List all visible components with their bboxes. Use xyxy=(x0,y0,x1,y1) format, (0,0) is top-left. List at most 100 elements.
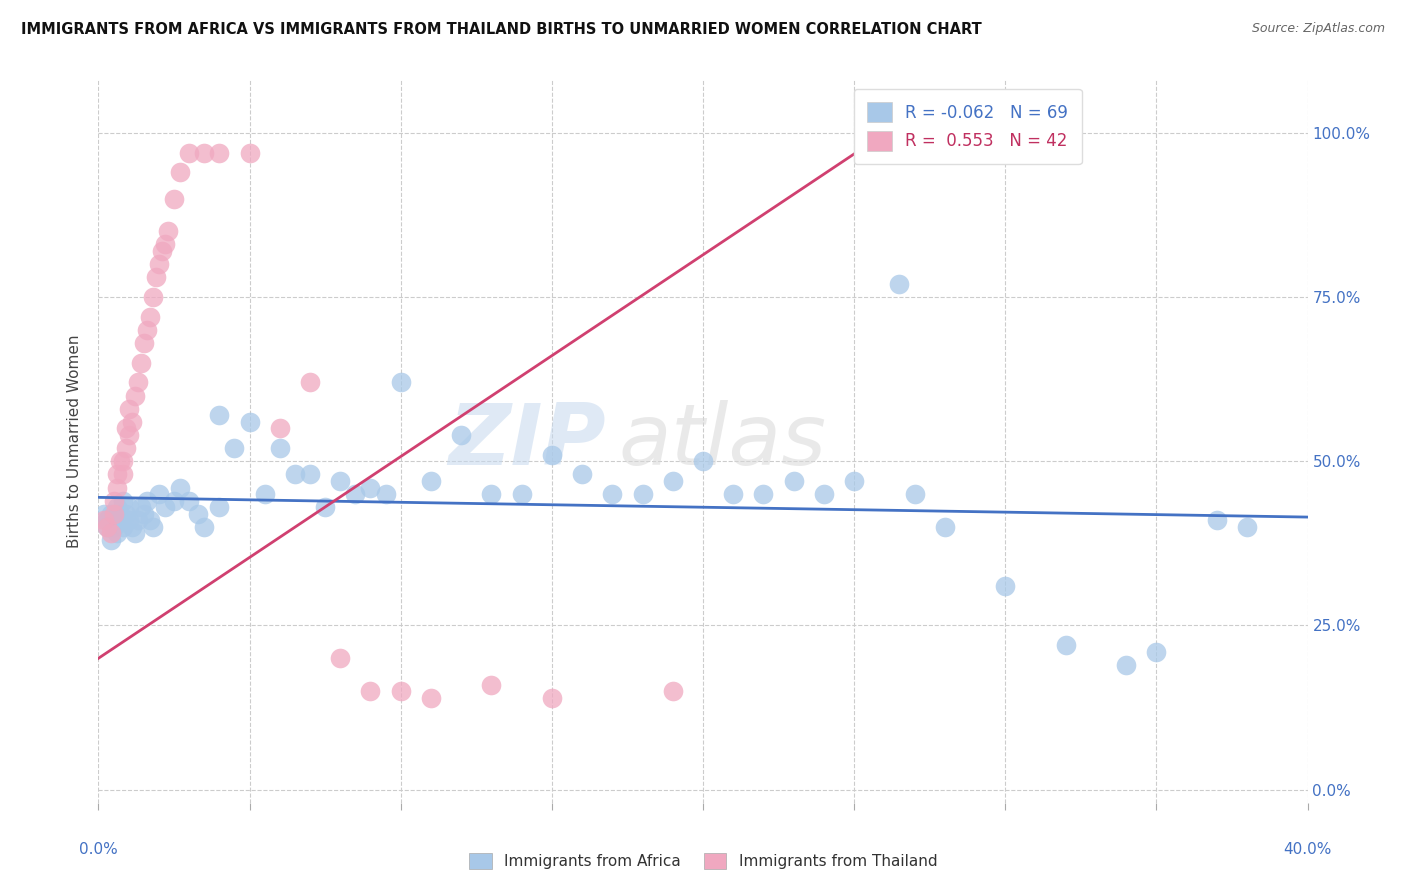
Point xyxy=(208,145,231,160)
Point xyxy=(129,356,152,370)
Point xyxy=(269,441,291,455)
Point xyxy=(1054,638,1077,652)
Point xyxy=(253,487,276,501)
Point xyxy=(934,520,956,534)
Point xyxy=(420,474,443,488)
Point xyxy=(156,224,179,238)
Point xyxy=(124,526,146,541)
Point xyxy=(783,474,806,488)
Point xyxy=(844,474,866,488)
Point xyxy=(329,651,352,665)
Point xyxy=(661,684,683,698)
Point xyxy=(481,677,503,691)
Point xyxy=(93,507,115,521)
Point xyxy=(127,376,149,390)
Point xyxy=(374,487,396,501)
Point xyxy=(481,487,503,501)
Text: ZIP: ZIP xyxy=(449,400,606,483)
Point xyxy=(96,520,118,534)
Point xyxy=(360,684,382,698)
Point xyxy=(269,421,291,435)
Point xyxy=(389,376,412,390)
Point xyxy=(1206,513,1229,527)
Point xyxy=(103,520,125,534)
Point xyxy=(360,481,382,495)
Point xyxy=(111,454,134,468)
Point xyxy=(299,376,322,390)
Point xyxy=(1144,645,1167,659)
Point xyxy=(100,526,122,541)
Point xyxy=(118,428,141,442)
Point xyxy=(187,507,209,521)
Point xyxy=(153,237,176,252)
Point xyxy=(329,474,352,488)
Point xyxy=(193,520,215,534)
Legend: R = -0.062   N = 69, R =  0.553   N = 42: R = -0.062 N = 69, R = 0.553 N = 42 xyxy=(853,88,1081,164)
Point xyxy=(135,323,157,337)
Point xyxy=(105,526,128,541)
Point xyxy=(1236,520,1258,534)
Point xyxy=(1115,657,1137,672)
Point xyxy=(139,513,162,527)
Y-axis label: Births to Unmarried Women: Births to Unmarried Women xyxy=(67,334,83,549)
Point xyxy=(103,493,125,508)
Point xyxy=(169,165,191,179)
Point xyxy=(150,244,173,258)
Text: 40.0%: 40.0% xyxy=(1284,842,1331,856)
Point xyxy=(571,467,593,482)
Point xyxy=(631,487,654,501)
Point xyxy=(994,579,1017,593)
Point xyxy=(148,487,170,501)
Point xyxy=(142,520,165,534)
Point xyxy=(127,513,149,527)
Point xyxy=(108,513,131,527)
Text: Source: ZipAtlas.com: Source: ZipAtlas.com xyxy=(1251,22,1385,36)
Point xyxy=(108,454,131,468)
Point xyxy=(135,493,157,508)
Point xyxy=(100,507,122,521)
Point xyxy=(239,145,262,160)
Point xyxy=(121,415,143,429)
Point xyxy=(114,441,136,455)
Point xyxy=(344,487,367,501)
Point xyxy=(510,487,533,501)
Point xyxy=(813,487,835,501)
Point xyxy=(389,684,412,698)
Point xyxy=(114,507,136,521)
Point xyxy=(121,520,143,534)
Point xyxy=(420,690,443,705)
Point xyxy=(752,487,775,501)
Point xyxy=(602,487,624,501)
Point xyxy=(132,336,155,351)
Point xyxy=(299,467,322,482)
Point xyxy=(153,500,176,515)
Point xyxy=(103,513,125,527)
Point xyxy=(540,448,562,462)
Point xyxy=(179,493,201,508)
Point xyxy=(314,500,336,515)
Point xyxy=(139,310,162,324)
Point xyxy=(723,487,745,501)
Text: 0.0%: 0.0% xyxy=(79,842,118,856)
Point xyxy=(889,277,911,291)
Point xyxy=(163,192,186,206)
Point xyxy=(124,388,146,402)
Point xyxy=(118,513,141,527)
Point xyxy=(132,507,155,521)
Point xyxy=(96,520,118,534)
Point xyxy=(103,507,125,521)
Point xyxy=(93,513,115,527)
Point xyxy=(111,520,134,534)
Point xyxy=(661,474,683,488)
Point xyxy=(96,513,118,527)
Point xyxy=(193,145,215,160)
Point xyxy=(100,533,122,547)
Point xyxy=(540,690,562,705)
Point xyxy=(904,487,927,501)
Point xyxy=(129,500,152,515)
Point xyxy=(148,257,170,271)
Point xyxy=(208,500,231,515)
Point xyxy=(163,493,186,508)
Point xyxy=(692,454,714,468)
Point xyxy=(118,401,141,416)
